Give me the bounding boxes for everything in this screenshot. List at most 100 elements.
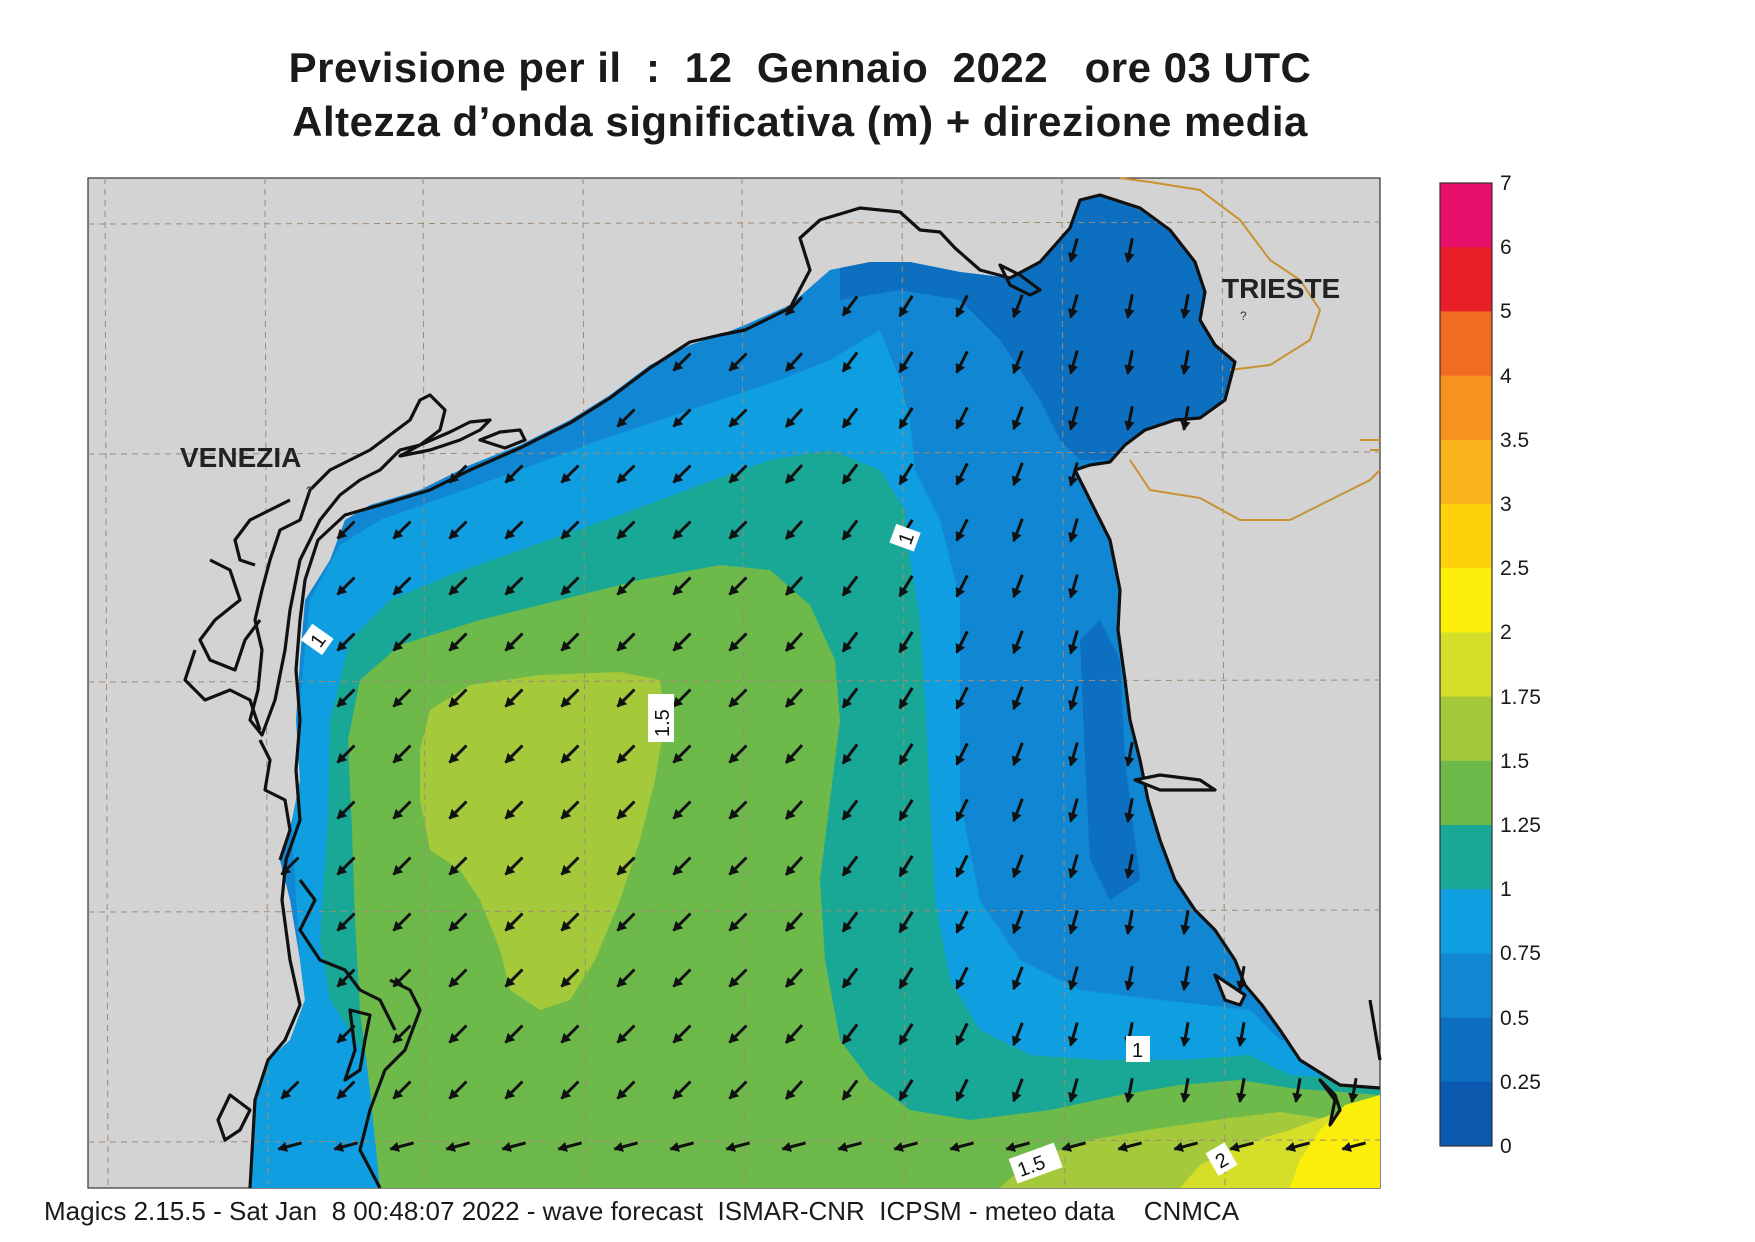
direction-arrow-head	[842, 1089, 852, 1101]
direction-arrow-head	[392, 808, 404, 820]
direction-arrow-head	[955, 698, 965, 710]
direction-arrow-head	[616, 472, 628, 484]
direction-arrow-head	[728, 976, 740, 988]
color-legend-bar	[1439, 182, 1493, 1147]
direction-arrow-head	[1061, 1141, 1072, 1152]
direction-arrow-head	[785, 1033, 796, 1044]
direction-arrow-head	[728, 752, 740, 764]
direction-arrow-head	[557, 1141, 568, 1152]
direction-arrow-head	[728, 472, 740, 484]
direction-arrow-head	[448, 1032, 460, 1044]
direction-arrow-head	[448, 752, 460, 764]
direction-arrow-head	[955, 474, 965, 486]
direction-arrow-head	[392, 1032, 404, 1044]
direction-arrow-head	[1124, 980, 1135, 991]
direction-arrow-head	[842, 697, 852, 709]
contour-label-center-1-5: 1.5	[648, 694, 674, 742]
direction-arrow-head	[448, 528, 460, 540]
direction-arrow-head	[1124, 924, 1135, 935]
direction-arrow-head	[672, 1088, 684, 1100]
direction-arrow-head	[842, 473, 852, 485]
direction-arrow-head	[1068, 531, 1078, 543]
direction-arrow-head	[785, 865, 796, 876]
direction-arrow-head	[336, 808, 348, 820]
direction-arrow-head	[955, 306, 965, 318]
legend-swatch	[1440, 439, 1492, 505]
forecast-title: Previsione per il : 12 Gennaio 2022 ore …	[288, 44, 1312, 91]
direction-arrow-head	[560, 640, 572, 652]
direction-arrow-head	[955, 754, 965, 766]
direction-arrow-head	[1068, 307, 1078, 319]
direction-arrow-head	[672, 640, 684, 652]
city-label-venezia: VENEZIA	[180, 442, 301, 473]
direction-arrow-head	[899, 810, 909, 822]
direction-arrow-head	[1011, 923, 1022, 935]
direction-arrow-head	[504, 528, 516, 540]
direction-arrow-head	[616, 976, 628, 988]
direction-arrow-head	[560, 1032, 572, 1044]
direction-arrow-head	[280, 1088, 292, 1100]
direction-arrow-head	[899, 698, 909, 710]
direction-arrow-head	[781, 1141, 792, 1152]
direction-arrow-head	[1011, 531, 1022, 543]
direction-arrow-head	[785, 473, 796, 484]
direction-arrow-head	[672, 696, 684, 708]
legend-swatch	[1440, 375, 1492, 441]
direction-arrow-head	[955, 642, 965, 654]
direction-arrow-head	[672, 920, 684, 932]
direction-arrow-head	[1068, 363, 1078, 375]
direction-arrow-head	[1011, 475, 1022, 487]
direction-arrow-head	[560, 920, 572, 932]
direction-arrow-head	[1011, 811, 1022, 823]
direction-arrow-head	[448, 920, 460, 932]
direction-arrow-head	[504, 696, 516, 708]
direction-arrow-head	[1068, 1035, 1078, 1047]
direction-arrow-head	[560, 472, 572, 484]
direction-arrow-head	[899, 754, 909, 766]
contour-label-south-1: 1	[1126, 1036, 1150, 1062]
legend-swatch	[1440, 1017, 1492, 1083]
direction-arrow-head	[1011, 1035, 1022, 1047]
direction-arrow-head	[1068, 755, 1078, 767]
direction-arrow-head	[1180, 980, 1191, 991]
direction-arrow-head	[785, 641, 796, 652]
city-marker-trieste: ?	[1240, 309, 1247, 323]
legend-tick-label: 3	[1500, 493, 1512, 516]
direction-arrow-head	[1180, 364, 1191, 375]
direction-arrow-head	[1341, 1141, 1352, 1152]
direction-arrow-head	[1180, 924, 1191, 935]
direction-arrow-head	[1117, 1141, 1128, 1152]
contour-label-west-1: 1	[300, 623, 334, 656]
direction-arrow-head	[336, 584, 348, 596]
direction-arrow-head	[1124, 364, 1135, 375]
legend-tick-label: 4	[1500, 364, 1512, 388]
direction-arrow-head	[842, 417, 852, 429]
direction-arrow-head	[1236, 980, 1247, 991]
direction-arrow-head	[336, 864, 348, 876]
direction-arrow-head	[785, 305, 796, 316]
direction-arrow-head	[728, 640, 740, 652]
direction-arrow-head	[785, 585, 796, 596]
direction-arrow-head	[1068, 475, 1078, 487]
direction-arrow-head	[560, 976, 572, 988]
direction-arrow-head	[728, 864, 740, 876]
direction-arrow-head	[1068, 587, 1078, 599]
direction-arrow-head	[1068, 643, 1078, 655]
direction-arrow-head	[392, 920, 404, 932]
direction-arrow-head	[392, 864, 404, 876]
direction-arrow-head	[1005, 1141, 1016, 1152]
direction-arrow-head	[785, 697, 796, 708]
direction-arrow-head	[504, 472, 516, 484]
direction-arrow-head	[1068, 419, 1078, 431]
direction-arrow-head	[616, 416, 628, 428]
direction-arrow-head	[616, 752, 628, 764]
legend-tick-label: 1	[1500, 878, 1512, 902]
direction-arrow-head	[504, 1088, 516, 1100]
direction-arrow-head	[1124, 308, 1135, 319]
coastline	[183, 193, 1382, 1189]
direction-arrow-head	[616, 1088, 628, 1100]
direction-arrow-head	[504, 920, 516, 932]
direction-arrow-head	[560, 528, 572, 540]
direction-arrow-head	[1124, 252, 1135, 263]
